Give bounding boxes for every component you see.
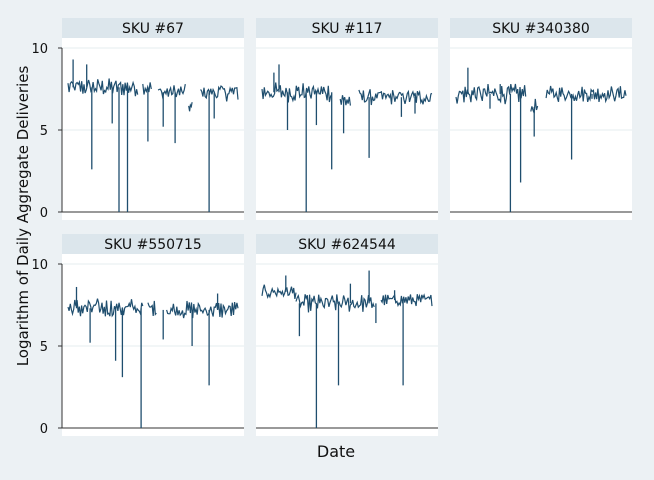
series-line xyxy=(339,95,351,106)
series-line xyxy=(380,293,433,308)
panel-background xyxy=(62,254,244,436)
series-line xyxy=(188,102,193,112)
y-tick-label: 0 xyxy=(40,206,48,221)
series-line xyxy=(545,85,627,104)
panel-background xyxy=(450,38,632,220)
panel-background xyxy=(62,38,244,220)
y-tick-label: 5 xyxy=(40,340,48,355)
panel-title: SKU #117 xyxy=(312,21,383,37)
panel-title-strip xyxy=(62,234,244,254)
panel-title-strip xyxy=(256,234,438,254)
panel-title-strip xyxy=(256,18,438,38)
panel-title-strip xyxy=(450,18,632,38)
x-axis-label: Date xyxy=(317,442,355,461)
panel-5: SKU #624544 xyxy=(256,234,438,436)
panel-title: SKU #340380 xyxy=(492,21,590,37)
panel-4: SKU #550715 0 5 10 xyxy=(31,234,244,437)
panel-title: SKU #550715 xyxy=(104,237,202,253)
series-line xyxy=(358,89,433,106)
panel-background xyxy=(256,38,438,220)
series-line xyxy=(67,78,139,97)
y-tick-label: 0 xyxy=(40,422,48,437)
series-line xyxy=(261,82,333,103)
y-axis-label: Logarithm of Daily Aggregate Deliveries xyxy=(14,66,32,367)
series-line xyxy=(147,300,157,316)
series-line xyxy=(142,82,152,95)
panel-3: SKU #340380 xyxy=(450,18,632,220)
y-tick-label: 10 xyxy=(31,42,48,57)
panel-2: SKU #117 xyxy=(256,18,438,220)
panel-title-strip xyxy=(62,18,244,38)
panel-title: SKU #624544 xyxy=(298,237,396,253)
series-line xyxy=(200,85,239,102)
y-tick-label: 10 xyxy=(31,258,48,273)
y-tick-label: 5 xyxy=(40,124,48,139)
series-line xyxy=(295,293,375,313)
series-line xyxy=(67,298,144,318)
panel-1: SKU #67 0 5 10 xyxy=(31,18,244,221)
series-line xyxy=(166,300,239,319)
series-line xyxy=(261,284,297,300)
panel-background xyxy=(256,254,438,436)
panel-title: SKU #67 xyxy=(122,21,184,37)
